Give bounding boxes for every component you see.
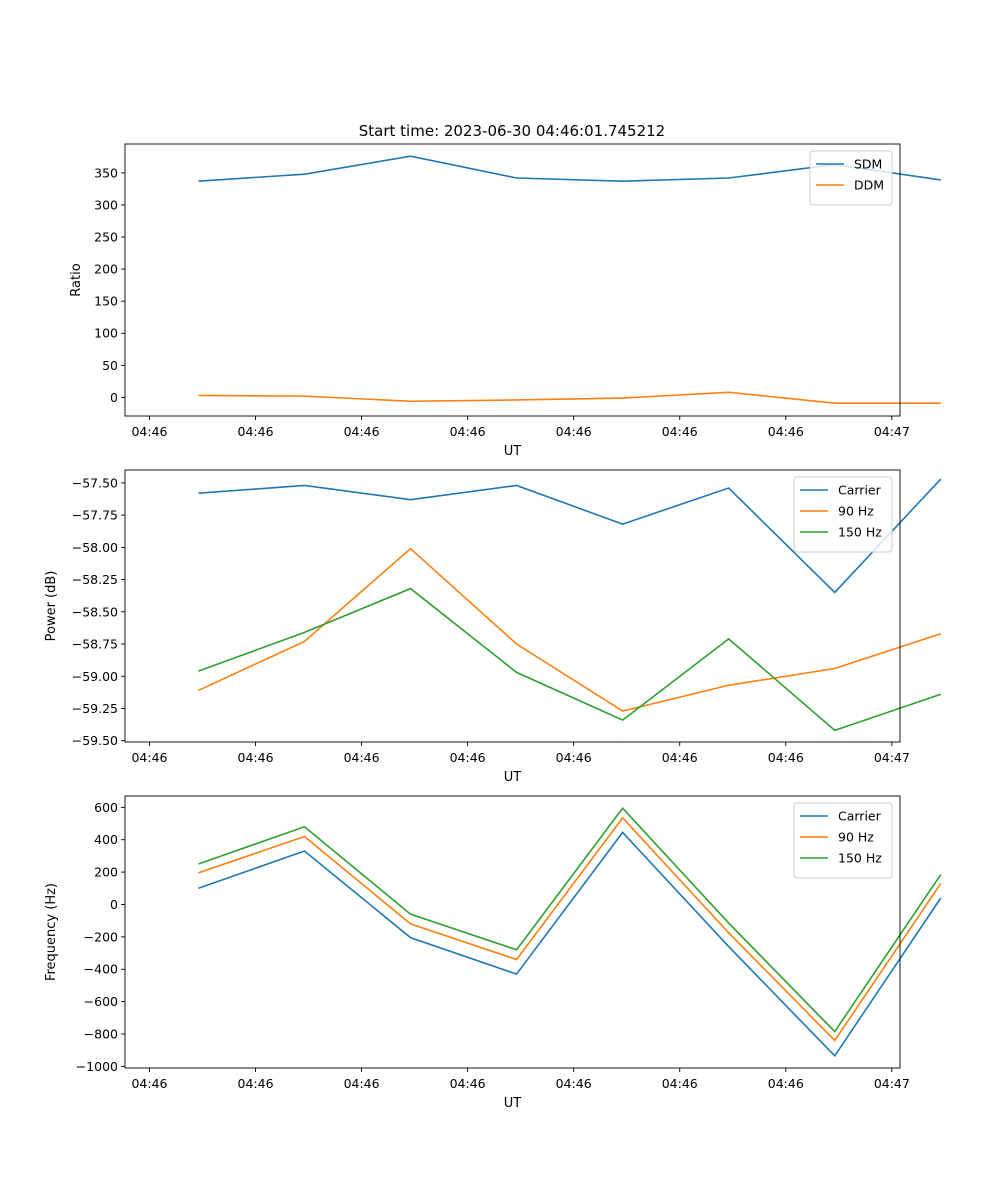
y-tick-label: −58.25	[72, 572, 118, 587]
axes-frame	[124, 469, 901, 743]
y-tick-label: 150	[94, 294, 118, 309]
y-tick-label: 250	[94, 230, 118, 245]
y-tick-label: −400	[84, 962, 118, 977]
y-axis-label: Frequency (Hz)	[44, 883, 59, 981]
x-tick-label: 04:46	[556, 1076, 592, 1091]
x-tick-label: 04:46	[131, 1076, 167, 1091]
y-tick-label: −600	[84, 994, 118, 1009]
legend-label: Carrier	[838, 809, 882, 824]
y-tick-label: −59.50	[72, 733, 118, 748]
x-tick-label: 04:46	[556, 424, 592, 439]
x-tick-label: 04:46	[662, 1076, 698, 1091]
series-line	[198, 391, 941, 404]
y-tick-label: −59.25	[72, 701, 118, 716]
y-axis-label: Ratio	[69, 263, 84, 296]
series-line	[198, 816, 942, 1042]
y-tick-label: −1000	[76, 1059, 118, 1074]
series-line	[198, 478, 942, 594]
legend: Carrier 90 Hz 150 Hz	[793, 802, 893, 879]
y-tick-label: 350	[94, 165, 118, 180]
y-tick-label: 200	[94, 865, 118, 880]
x-tick-label: 04:46	[344, 750, 380, 765]
y-tick-label: 0	[110, 390, 118, 405]
y-tick-label: 600	[94, 800, 118, 815]
y-tick-label: −800	[84, 1027, 118, 1042]
legend-label: DDM	[854, 178, 884, 193]
plot-panel: 04:46 04:46 04:46 04:46 04:46 04:46 04:46 04:47…	[69, 143, 941, 459]
x-axis-label: UT	[504, 770, 522, 785]
legend-label: SDM	[854, 157, 882, 172]
legend-label: Carrier	[838, 483, 882, 498]
y-tick-label: 50	[102, 358, 118, 373]
x-tick-label: 04:46	[450, 1076, 486, 1091]
x-tick-label: 04:46	[344, 424, 380, 439]
y-tick-label: 100	[94, 326, 118, 341]
axes-frame	[124, 795, 901, 1069]
x-tick-label: 04:47	[874, 750, 910, 765]
x-axis-label: UT	[504, 444, 522, 459]
x-tick-label: 04:46	[238, 1076, 274, 1091]
y-tick-label: −58.75	[72, 637, 118, 652]
y-tick-label: 0	[110, 897, 118, 912]
y-tick-label: 200	[94, 262, 118, 277]
y-tick-label: −58.00	[72, 540, 118, 555]
series-line	[198, 587, 942, 732]
y-tick-label: −59.00	[72, 669, 118, 684]
x-axis-label: UT	[504, 1096, 522, 1111]
y-axis-label: Power (dB)	[44, 571, 59, 642]
x-tick-label: 04:46	[131, 750, 167, 765]
legend-label: 90 Hz	[838, 830, 874, 845]
legend-label: 150 Hz	[838, 851, 882, 866]
y-tick-label: 300	[94, 197, 118, 212]
x-tick-label: 04:46	[662, 424, 698, 439]
legend-box	[793, 476, 893, 553]
plot-panel: 04:46 04:46 04:46 04:46 04:46 04:46 04:46 04:47…	[44, 795, 942, 1111]
x-tick-label: 04:46	[450, 424, 486, 439]
legend-label: 150 Hz	[838, 525, 882, 540]
x-tick-label: 04:46	[131, 424, 167, 439]
legend: SDM DDM	[809, 150, 893, 206]
y-tick-label: −58.50	[72, 604, 118, 619]
x-tick-label: 04:46	[662, 750, 698, 765]
legend: Carrier 90 Hz 150 Hz	[793, 476, 893, 553]
y-tick-label: 400	[94, 832, 118, 847]
x-tick-label: 04:46	[768, 750, 804, 765]
legend-box	[793, 802, 893, 879]
y-tick-label: −57.75	[72, 508, 118, 523]
x-tick-label: 04:47	[874, 424, 910, 439]
x-tick-label: 04:46	[238, 424, 274, 439]
y-tick-label: −57.50	[72, 475, 118, 490]
legend-label: 90 Hz	[838, 504, 874, 519]
x-tick-label: 04:46	[344, 1076, 380, 1091]
y-tick-label: −200	[84, 929, 118, 944]
plot-panel: 04:46 04:46 04:46 04:46 04:46 04:46 04:46 04:47…	[44, 469, 942, 785]
x-tick-label: 04:46	[768, 1076, 804, 1091]
axes-frame	[124, 143, 901, 417]
x-tick-label: 04:46	[556, 750, 592, 765]
x-tick-label: 04:47	[874, 1076, 910, 1091]
series-line	[198, 806, 942, 1033]
x-tick-label: 04:46	[238, 750, 274, 765]
x-tick-label: 04:46	[450, 750, 486, 765]
series-line	[198, 831, 942, 1058]
x-tick-label: 04:46	[768, 424, 804, 439]
chart-title: Start time: 2023-06-30 04:46:01.745212	[359, 122, 665, 140]
